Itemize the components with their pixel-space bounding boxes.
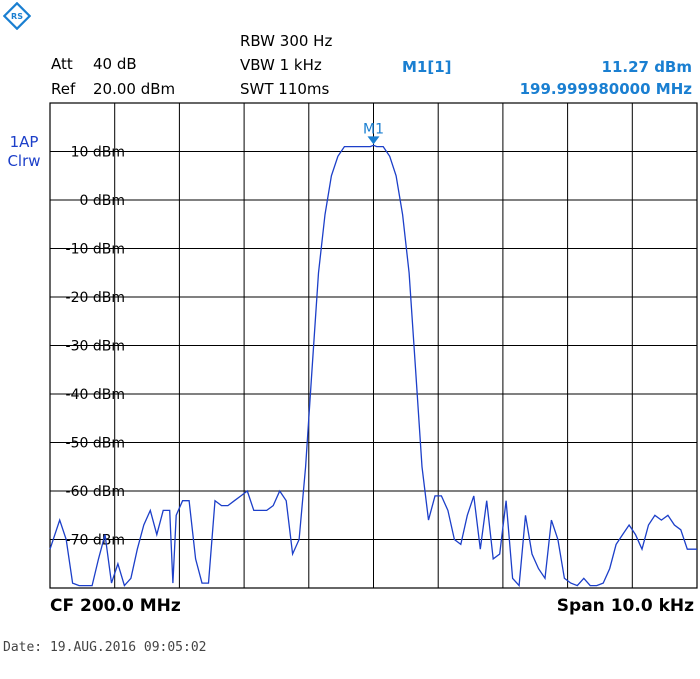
center-frequency: CF 200.0 MHz [50, 596, 181, 616]
y-tick-label: -70 dBm [66, 533, 125, 549]
ref-value: 20.00 dBm [93, 80, 176, 98]
marker-frequency: 199.999980000 MHz [519, 80, 692, 98]
rohde-schwarz-logo-icon: RS [3, 2, 31, 30]
marker-level: 11.27 dBm [601, 58, 692, 76]
trace-mode: 1AP [9, 133, 39, 151]
trace-info: 1AP Clrw [6, 133, 42, 171]
trace-clear-write: Clrw [7, 152, 41, 170]
y-tick-label: 10 dBm [71, 145, 125, 161]
rbw-setting: RBW 300 Hz [240, 32, 333, 50]
y-tick-label: 0 dBm [80, 193, 126, 209]
span-setting: Span 10.0 kHz [556, 596, 694, 616]
marker-triangle-icon [367, 136, 380, 145]
svg-text:RS: RS [11, 12, 23, 21]
plot-grid [49, 102, 698, 589]
y-tick-label: -20 dBm [66, 290, 125, 306]
spectrum-trace [49, 144, 697, 588]
y-tick-label: -40 dBm [66, 387, 125, 403]
att-value: 40 dB [93, 55, 137, 73]
y-tick-label: -10 dBm [66, 242, 125, 258]
timestamp: Date: 19.AUG.2016 09:05:02 [3, 640, 207, 655]
y-tick-label: -60 dBm [66, 484, 125, 500]
att-label: Att [51, 55, 73, 73]
ref-label: Ref [51, 80, 76, 98]
marker-name: M1[1] [402, 58, 452, 76]
y-tick-labels: 10 dBm 0 dBm -10 dBm -20 dBm -30 dBm -40 dBm -… [66, 145, 125, 549]
marker-m1: M1 [363, 121, 384, 145]
y-tick-label: -50 dBm [66, 436, 125, 452]
vbw-setting: VBW 1 kHz [240, 56, 322, 74]
swt-setting: SWT 110ms [240, 80, 330, 98]
y-tick-label: -30 dBm [66, 339, 125, 355]
marker-label: M1 [363, 121, 384, 137]
